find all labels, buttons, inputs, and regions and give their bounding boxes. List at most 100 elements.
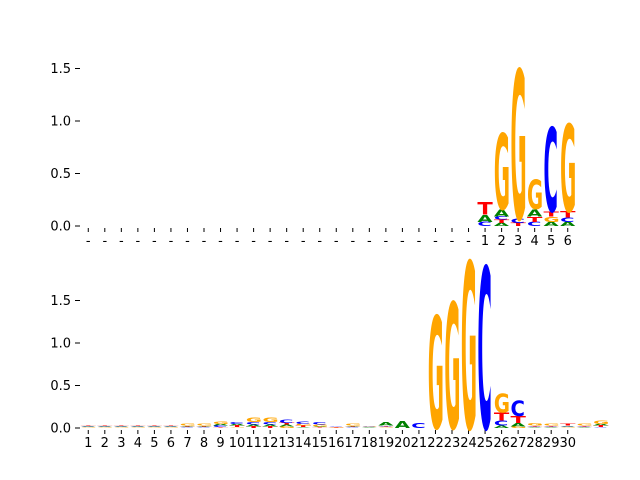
logo-letter-a: A [246, 424, 261, 427]
position-label: 17 [345, 436, 362, 451]
logo-letter-g: G [262, 417, 278, 423]
logo-letter-g: G [560, 427, 576, 428]
logo-letter-a: A [494, 208, 509, 220]
logo-letter-t: T [147, 424, 163, 425]
logo-letter-g: G [312, 424, 328, 427]
position-label: - [185, 234, 190, 249]
position-label: - [400, 234, 405, 249]
logo-letter-g: G [345, 423, 361, 426]
logo-letter-c: C [246, 422, 260, 426]
logo-letter-c: C [494, 216, 508, 221]
position-label: 26 [493, 436, 510, 451]
logo-letter-t: T [180, 425, 196, 426]
top-logo-panel: 0.00.51.01.5- - - - - - - - - - - - - - - - - - - - - - - -1 2 3 4… [50, 30, 576, 268]
y-tick-label: 0.0 [50, 422, 71, 437]
position-label: 4 [134, 436, 142, 451]
position-label: 25 [477, 436, 494, 451]
logo-letter-t: T [527, 215, 543, 224]
logo-letter-t: T [213, 427, 229, 428]
position-label: - [450, 234, 455, 249]
position-label: 29 [543, 436, 560, 451]
position-label: - [218, 234, 223, 249]
position-label: - [466, 234, 471, 249]
logo-letter-c: C [345, 427, 359, 428]
position-label: 13 [278, 436, 295, 451]
logo-letter-g: G [296, 423, 312, 426]
logo-letter-g: G [577, 423, 593, 426]
position-label: 2 [497, 234, 505, 249]
logo-letter-c: C [477, 221, 491, 227]
logo-letter-c: C [262, 422, 276, 426]
logo-letter-t: T [577, 425, 593, 426]
logo-letter-c: C [213, 425, 227, 428]
position-label: 3 [514, 234, 522, 249]
logo-letter-a: A [163, 426, 179, 427]
logo-letter-a: A [510, 422, 525, 427]
logo-letter-g: G [279, 426, 295, 429]
y-tick-label: 1.5 [50, 294, 71, 309]
position-label: - [417, 234, 422, 249]
position-label: - [301, 234, 306, 249]
position-label: - [433, 234, 438, 249]
logo-letter-a: A [130, 426, 146, 427]
logo-letter-c: C [97, 425, 111, 426]
logo-letter-g: G [114, 427, 130, 428]
logo-letter-t: T [130, 424, 146, 425]
position-label: 16 [328, 436, 345, 451]
position-label: - [367, 234, 372, 249]
logo-letter-g: G [97, 427, 113, 428]
logo-letter-a: A [147, 426, 163, 427]
logo-letter-g: G [329, 427, 345, 428]
position-label: - [86, 234, 91, 249]
logo-letter-a: A [494, 425, 509, 429]
logo-letter-a: A [560, 221, 576, 227]
logo-letter-g: G [510, 426, 526, 429]
position-label: 8 [200, 436, 208, 451]
logo-letter-g: G [428, 285, 444, 465]
logo-letter-g: G [494, 113, 510, 234]
logo-letter-t: T [246, 426, 261, 429]
logo-letter-g: G [560, 102, 576, 240]
logo-letter-a: A [114, 426, 130, 427]
y-tick-label: 1.0 [50, 115, 71, 130]
position-label: - [334, 234, 339, 249]
logo-letter-a: A [527, 208, 542, 220]
logo-letter-g: G [378, 427, 394, 428]
logo-letter-t: T [527, 425, 543, 426]
logo-letter-c: C [362, 425, 376, 426]
logo-letter-a: A [229, 423, 244, 426]
position-label: 1 [84, 436, 92, 451]
logo-letter-c: C [312, 422, 326, 426]
logo-letter-c: C [378, 425, 392, 426]
position-label: 14 [295, 436, 312, 451]
logo-letter-t: T [279, 422, 294, 425]
position-label: 5 [547, 234, 555, 249]
logo-letter-g: G [510, 30, 526, 268]
y-tick-label: 0.0 [50, 220, 71, 235]
position-label: 27 [510, 436, 527, 451]
y-tick-label: 0.5 [50, 379, 71, 394]
logo-letter-a: A [544, 427, 560, 428]
logo-letter-t: T [229, 425, 244, 428]
position-label: - [384, 234, 389, 249]
logo-letter-t: T [296, 425, 311, 428]
logo-letter-a: A [494, 222, 509, 227]
logo-letter-t: T [163, 424, 179, 425]
logo-letter-a: A [81, 426, 97, 427]
logo-letter-c: C [180, 427, 194, 428]
logo-letter-g: G [81, 427, 97, 428]
logo-letter-t: T [329, 427, 345, 428]
logo-letter-c: C [163, 425, 177, 426]
logo-letter-g: G [229, 427, 245, 428]
logo-letter-g: G [544, 423, 560, 426]
logo-letter-c: C [411, 422, 425, 430]
logo-letter-t: T [114, 424, 130, 425]
logo-letter-a: A [312, 426, 328, 427]
logo-letter-a: A [180, 426, 196, 427]
position-label: - [317, 234, 322, 249]
position-label: 4 [531, 234, 539, 249]
position-label: - [152, 234, 157, 249]
logo-letter-g: G [130, 427, 146, 428]
logo-letter-c: C [494, 419, 508, 427]
